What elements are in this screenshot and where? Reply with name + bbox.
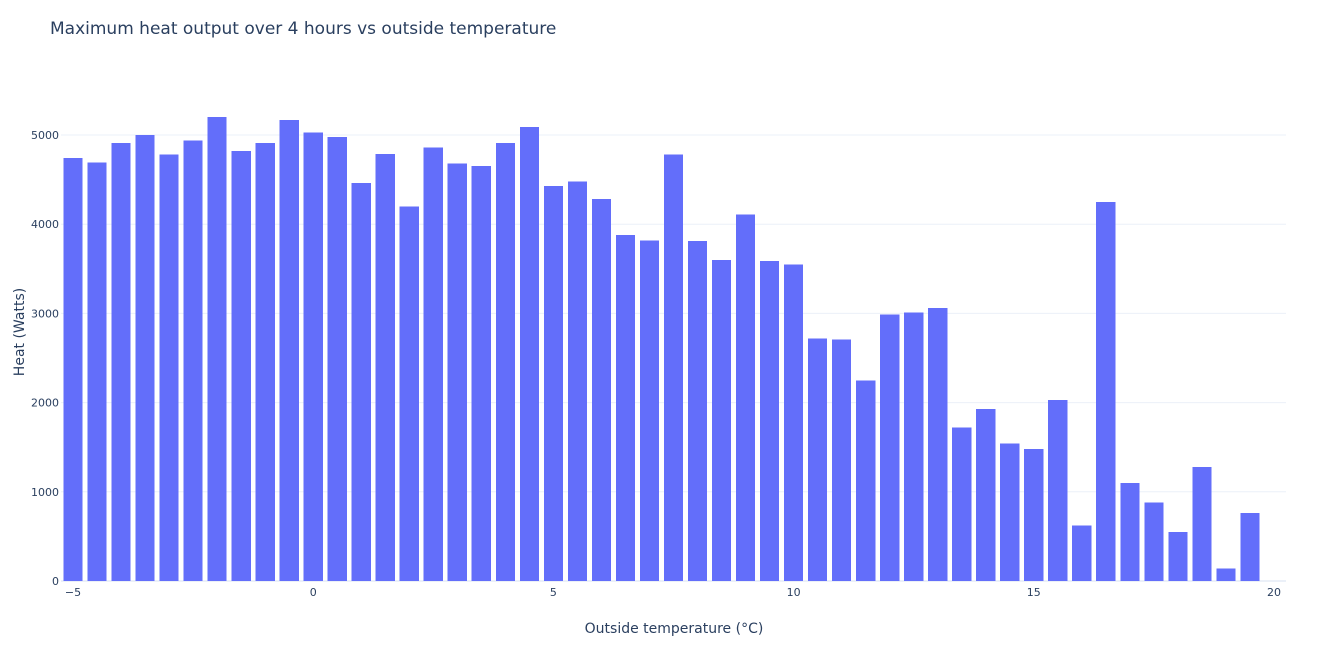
y-tick-label: 0 [52, 575, 59, 588]
bar [735, 214, 756, 581]
y-axis-ticks: 0 1000 2000 3000 4000 5000 [31, 129, 59, 588]
bar [687, 241, 708, 581]
bar [1024, 448, 1044, 581]
bar [591, 199, 612, 581]
bar [783, 264, 804, 581]
bar [663, 154, 684, 581]
y-tick-label: 5000 [31, 129, 59, 142]
bar [519, 127, 539, 581]
bar [447, 163, 467, 582]
bar [711, 259, 732, 581]
bar [904, 312, 924, 581]
bar [183, 140, 203, 581]
bar [543, 185, 564, 581]
bar [87, 162, 107, 581]
bar [231, 151, 251, 582]
bar [423, 147, 443, 581]
bar [399, 206, 419, 581]
bar [1120, 482, 1140, 581]
bar [1216, 568, 1236, 581]
bar [1048, 399, 1068, 581]
bar [639, 240, 660, 581]
bar [759, 260, 780, 581]
bar [135, 135, 155, 581]
bar [1000, 443, 1020, 581]
x-tick-label: 0 [310, 586, 317, 599]
y-tick-label: 3000 [31, 307, 59, 320]
bar [808, 338, 828, 581]
bar [976, 408, 996, 581]
bar [159, 154, 179, 581]
bar [952, 427, 972, 581]
bar [351, 183, 371, 581]
bar [1096, 201, 1116, 581]
bar [1072, 525, 1092, 581]
bar [375, 153, 395, 581]
bar [615, 234, 636, 581]
x-axis-label: Outside temperature (°C) [585, 621, 764, 637]
x-tick-label: 10 [787, 586, 801, 599]
bar [856, 380, 876, 581]
bar [471, 166, 491, 581]
bar [1240, 513, 1260, 581]
bar [279, 119, 299, 581]
bar [63, 158, 83, 581]
bar [327, 136, 347, 582]
bar [207, 117, 227, 581]
y-tick-label: 4000 [31, 218, 59, 231]
bar [567, 181, 588, 581]
x-tick-label: −5 [65, 586, 81, 599]
x-tick-label: 15 [1027, 586, 1041, 599]
chart-title: Maximum heat output over 4 hours vs outs… [50, 19, 556, 39]
bar [1168, 531, 1188, 581]
bar [1192, 466, 1212, 581]
bar [255, 143, 275, 582]
y-tick-label: 1000 [31, 486, 59, 499]
bar [111, 143, 131, 582]
bar [880, 314, 900, 581]
y-tick-label: 2000 [31, 397, 59, 410]
bar [495, 143, 515, 582]
bar [1144, 502, 1164, 581]
x-axis-ticks: −5 0 5 10 15 20 [65, 586, 1281, 599]
bar-series [63, 117, 1260, 582]
x-tick-label: 5 [550, 586, 557, 599]
bar [303, 132, 323, 581]
y-axis-label: Heat (Watts) [12, 288, 28, 376]
bar [928, 308, 948, 581]
bar [832, 339, 852, 581]
x-tick-label: 20 [1267, 586, 1281, 599]
